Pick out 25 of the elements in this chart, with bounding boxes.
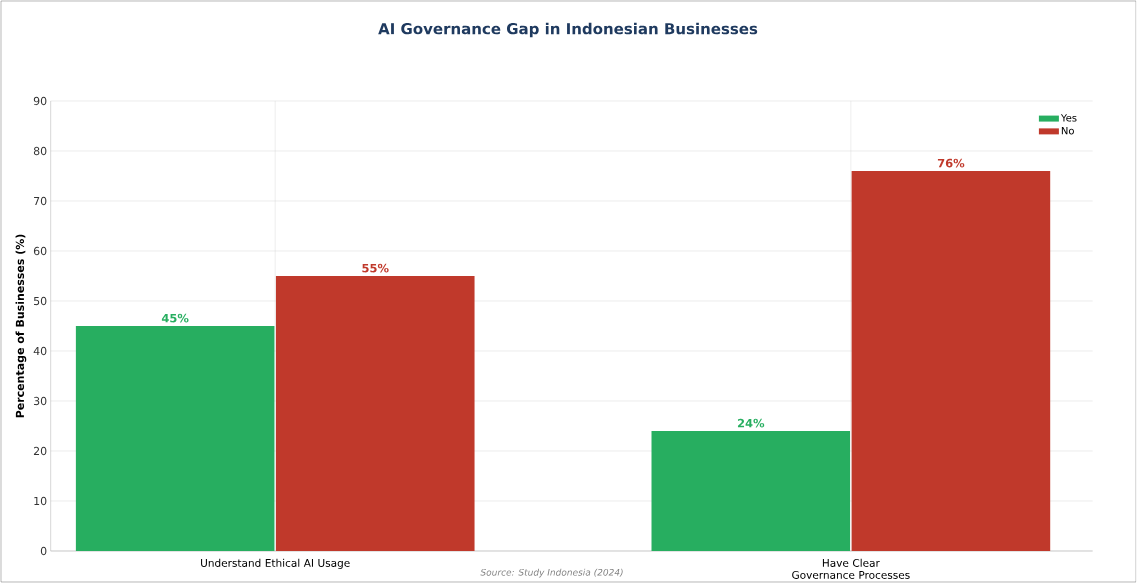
data-label: 76% [937,158,965,168]
data-label: 24% [737,418,765,428]
y-tick-label: 80 [33,146,47,156]
bar [851,170,1051,551]
bar [275,275,475,551]
y-tick-label: 70 [34,196,47,206]
x-tick-label: Understand Ethical AI Usage [201,558,350,569]
data-label: 45% [161,313,189,323]
bar [651,430,851,551]
y-tick-label: 0 [40,546,47,556]
legend-label: Yes [1060,114,1077,122]
y-axis-title: Percentage of Businesses (%) [15,234,27,418]
legend-label: No [1061,126,1074,135]
y-tick-label: 10 [34,496,47,506]
source-note: Source: Study Indonesia (2024) [480,568,623,578]
y-tick-label: 90 [33,96,47,106]
data-label: 55% [362,263,389,273]
y-tick-label: 20 [33,446,47,456]
chart-title: AI Governance Gap in Indonesian Businesses [378,22,758,38]
bar [75,325,275,551]
y-tick-label: 30 [33,396,47,406]
y-tick-label: 50 [33,296,47,306]
y-tick-label: 40 [33,346,47,356]
x-tick-label: Have Clear Governance Processes [792,558,910,579]
y-tick-label: 60 [33,246,47,256]
